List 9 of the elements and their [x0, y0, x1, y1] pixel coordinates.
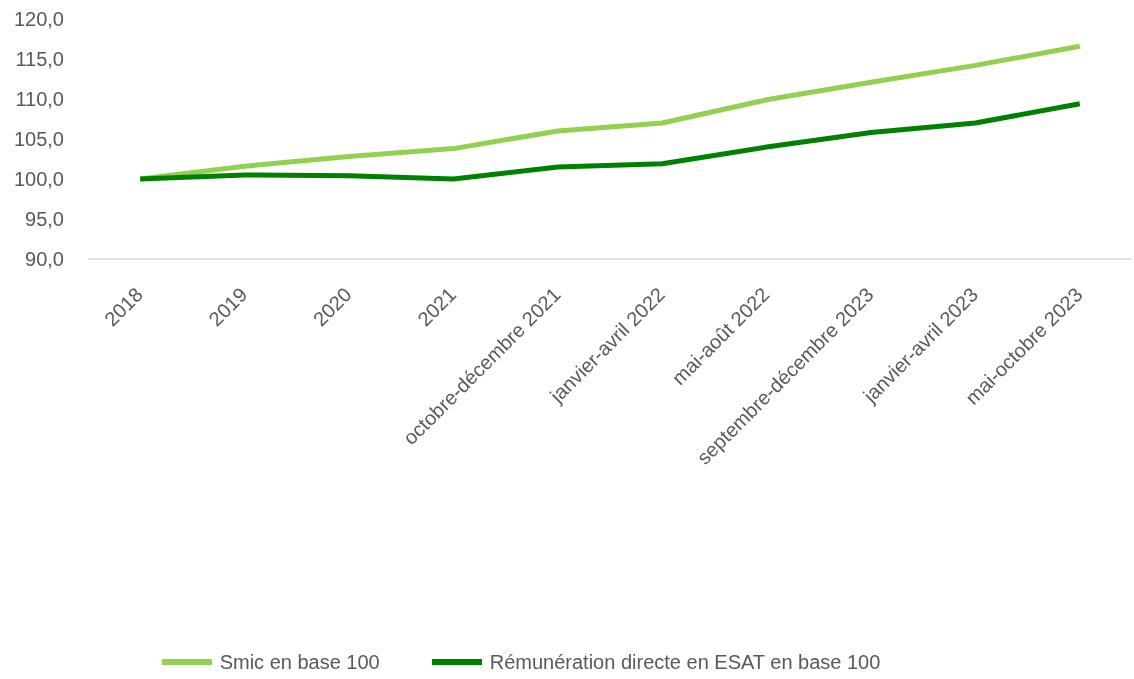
legend-label: Rémunération directe en ESAT en base 100: [489, 650, 881, 674]
y-tick-label: 110,0: [15, 88, 64, 111]
y-tick-label: 100,0: [13, 168, 64, 191]
legend-label: Smic en base 100: [219, 650, 380, 674]
y-tick-label: 95,0: [25, 208, 64, 231]
y-tick-label: 120,0: [13, 8, 64, 31]
y-tick-label: 90,0: [25, 248, 64, 271]
y-tick-label: 115,0: [15, 48, 64, 71]
y-tick-label: 105,0: [13, 128, 64, 151]
